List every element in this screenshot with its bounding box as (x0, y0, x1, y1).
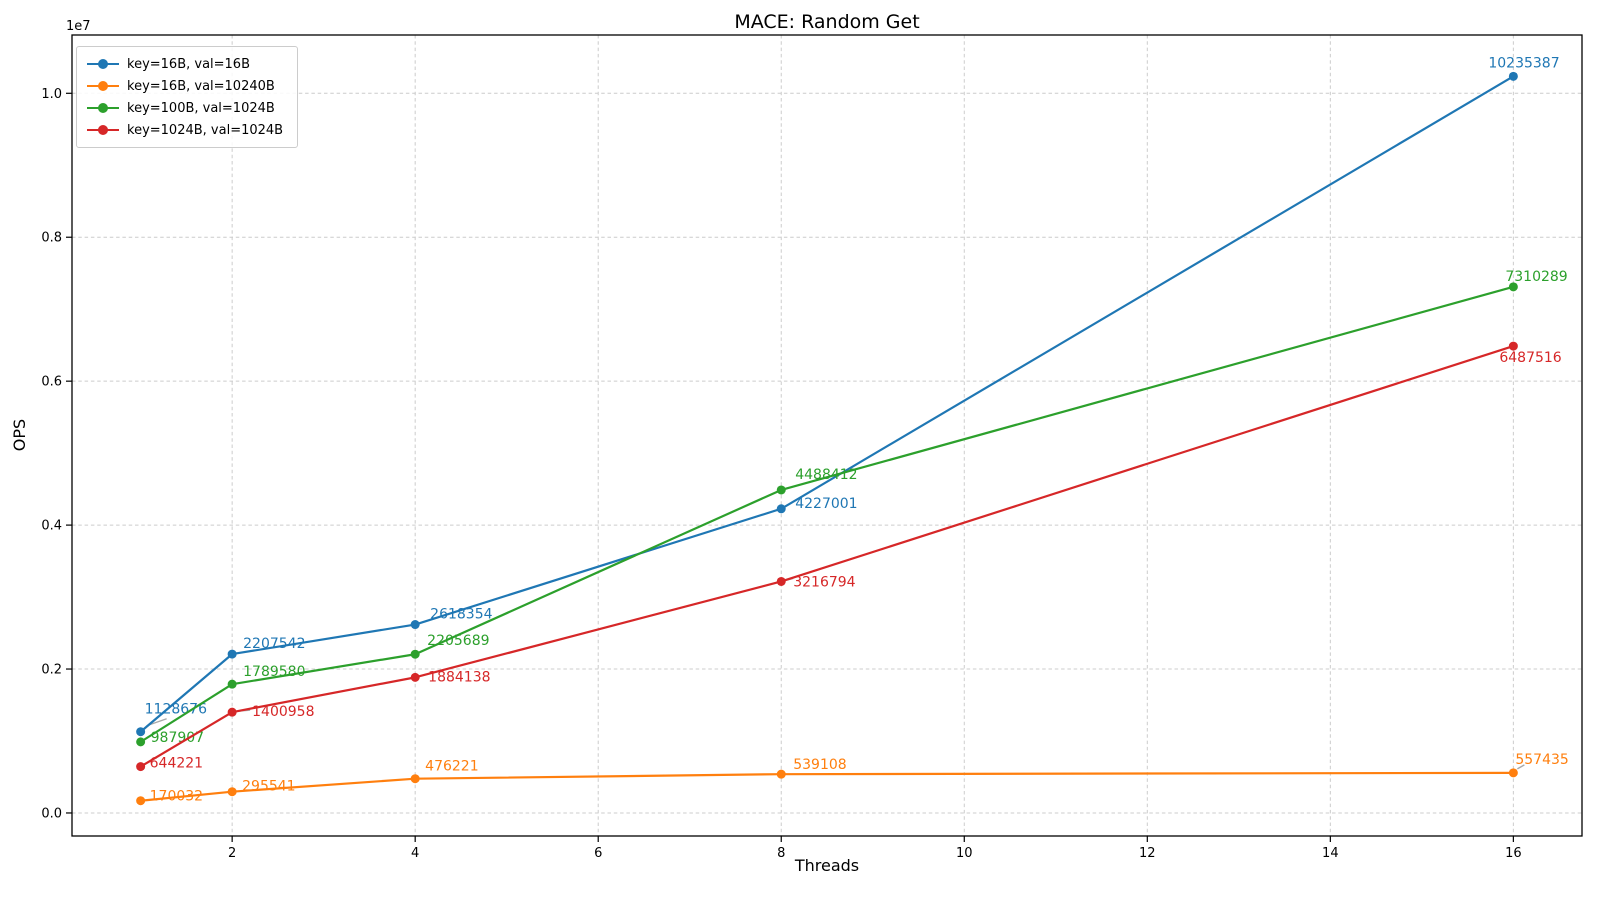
series-key-16b-val-10240b: 170032 295541 476221 539108 557435 (136, 752, 1569, 806)
data-point (227, 707, 237, 717)
data-point-label: 6487516 (1499, 350, 1561, 366)
y-tick-label: 0.6 (41, 375, 62, 390)
x-tick-label: 16 (1505, 846, 1522, 861)
series-layer: 1128676 2207542 2618354 4227001 10235387 1700… (136, 55, 1569, 806)
x-axis-label: Threads (794, 856, 859, 875)
axes-spines (71, 34, 1583, 837)
data-point-label: 539108 (793, 757, 846, 773)
series-line (139, 771, 1515, 802)
x-tick-label: 12 (1139, 846, 1156, 861)
annotation-leader-line (1517, 764, 1525, 770)
legend-row: key=16B, val=10240B (87, 75, 283, 97)
series-line (139, 285, 1515, 743)
data-point (410, 620, 420, 630)
legend-row: key=100B, val=1024B (87, 97, 283, 119)
legend-label: key=16B, val=16B (127, 56, 250, 72)
data-point (136, 796, 146, 806)
series-line (139, 344, 1515, 768)
data-point-label: 2205689 (427, 633, 489, 649)
x-tick-label: 8 (777, 846, 785, 861)
legend-dot (98, 59, 108, 69)
series-key-1024b-val-1024b: 644221 1400958 1884138 3216794 6487516 (136, 341, 1562, 772)
chart-title: MACE: Random Get (734, 11, 919, 33)
x-tick-label: 10 (956, 846, 973, 861)
data-point-label: 3216794 (793, 574, 855, 590)
data-point (136, 727, 146, 737)
data-point (776, 769, 786, 779)
legend-row: key=1024B, val=1024B (87, 119, 283, 141)
y-tick-label: 1.0 (41, 87, 62, 102)
data-point (136, 737, 146, 747)
legend-marker-icon (87, 125, 119, 135)
legend-label: key=1024B, val=1024B (127, 122, 284, 138)
data-point (776, 485, 786, 495)
x-tick-label: 4 (411, 846, 419, 861)
data-point-label: 295541 (242, 779, 295, 795)
data-point (1508, 71, 1518, 81)
legend: key=16B, val=16B key=16B, val=10240B key=1… (76, 46, 299, 148)
data-point-label: 4227001 (795, 496, 857, 512)
legend-marker-icon (87, 103, 119, 113)
data-point-label: 1128676 (145, 702, 207, 718)
data-point-label: 4488412 (795, 467, 857, 483)
y-axis-offset-text: 1e7 (66, 19, 91, 34)
plot-border (71, 34, 1583, 837)
data-point (410, 774, 420, 784)
legend-dot (98, 81, 108, 91)
data-point (1508, 768, 1518, 778)
data-point (136, 762, 146, 772)
data-point-label: 1884138 (428, 669, 490, 685)
y-tick-label: 0.0 (41, 806, 62, 821)
series-line (139, 75, 1515, 733)
y-axis-label: OPS (10, 419, 29, 451)
data-point-label: 1400958 (252, 704, 314, 720)
series-key-100b-val-1024b: 987907 1789580 2205689 4488412 7310289 (136, 269, 1568, 747)
data-point (1508, 282, 1518, 292)
data-point (410, 672, 420, 682)
series-key-16b-val-16b: 1128676 2207542 2618354 4227001 10235387 (136, 55, 1560, 737)
data-point-label: 170032 (150, 789, 203, 805)
legend-label: key=100B, val=1024B (127, 100, 275, 116)
data-point-label: 476221 (425, 759, 478, 775)
x-tick-label: 14 (1322, 846, 1339, 861)
legend-dot (98, 103, 108, 113)
data-point-label: 2618354 (430, 607, 492, 623)
data-point (776, 576, 786, 586)
data-point (410, 649, 420, 659)
y-tick-label: 0.4 (41, 519, 62, 534)
legend-row: key=16B, val=16B (87, 53, 283, 75)
data-point (776, 504, 786, 514)
data-point (1508, 341, 1518, 351)
data-point-label: 644221 (150, 756, 203, 772)
x-tick-label: 6 (594, 846, 602, 861)
data-point-label: 7310289 (1505, 269, 1567, 285)
data-point-label: 10235387 (1488, 55, 1559, 71)
legend-marker-icon (87, 59, 119, 69)
tick-layer: 2 4 6 8 10 12 14 16 0.0 0.2 0.4 0.6 0.8 1.0 (41, 87, 1521, 861)
grid-layer (72, 35, 1582, 836)
data-point (227, 649, 237, 659)
data-point (227, 679, 237, 689)
legend-label: key=16B, val=10240B (127, 78, 275, 94)
y-tick-label: 0.8 (41, 231, 62, 246)
legend-marker-icon (87, 81, 119, 91)
data-point-label: 1789580 (243, 664, 305, 680)
legend-dot (98, 125, 108, 135)
data-point (227, 787, 237, 797)
data-point-label: 2207542 (243, 636, 305, 652)
data-point-label: 987907 (151, 730, 204, 746)
x-tick-label: 2 (228, 846, 236, 861)
y-tick-label: 0.2 (41, 663, 62, 678)
data-point-label: 557435 (1515, 752, 1568, 768)
